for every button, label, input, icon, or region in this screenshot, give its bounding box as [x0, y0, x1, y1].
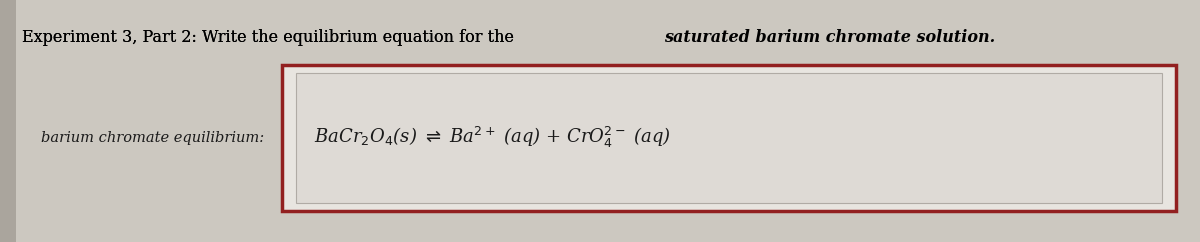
FancyBboxPatch shape: [296, 73, 1162, 203]
Text: BaCr$_2$O$_4$(s) $\rightleftharpoons$ Ba$^{2+}$ (aq) + CrO$_4^{2-}$ (aq): BaCr$_2$O$_4$(s) $\rightleftharpoons$ Ba…: [314, 125, 671, 151]
Text: Experiment 3, Part 2: Write the equilibrium equation for the: Experiment 3, Part 2: Write the equilibr…: [22, 29, 518, 46]
FancyBboxPatch shape: [282, 65, 1176, 211]
Text: Experiment 3, Part 2: Write the equilibrium equation for the: Experiment 3, Part 2: Write the equilibr…: [22, 29, 518, 46]
Bar: [0, 0, 16, 242]
Text: barium chromate equilibrium:: barium chromate equilibrium:: [41, 131, 264, 145]
Text: saturated barium chromate solution.: saturated barium chromate solution.: [664, 29, 995, 46]
